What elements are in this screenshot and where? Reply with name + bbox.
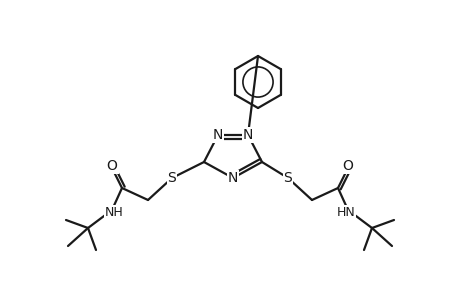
Text: NH: NH — [104, 206, 123, 218]
Text: N: N — [213, 128, 223, 142]
Text: O: O — [106, 159, 117, 173]
Text: O: O — [342, 159, 353, 173]
Text: S: S — [167, 171, 176, 185]
Text: S: S — [283, 171, 292, 185]
Text: N: N — [227, 171, 238, 185]
Text: HN: HN — [336, 206, 355, 218]
Text: N: N — [242, 128, 252, 142]
